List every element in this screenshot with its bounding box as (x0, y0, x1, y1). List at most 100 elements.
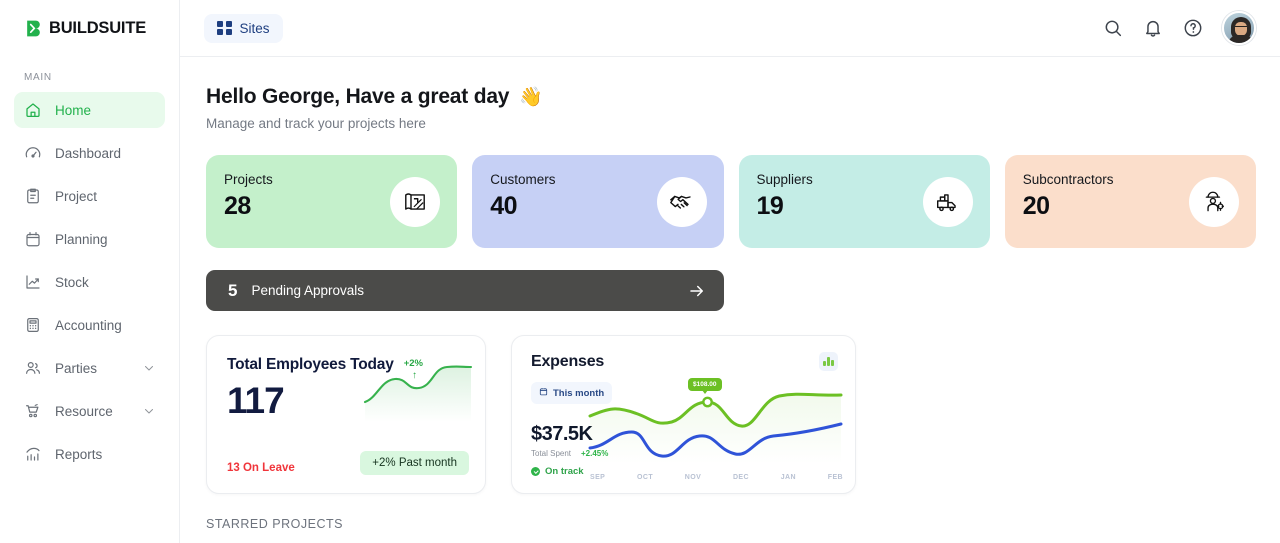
clipboard-icon (24, 187, 42, 205)
lower-cards: Total Employees Today 117 13 On Leave +2… (206, 335, 1256, 494)
arrow-right-icon[interactable] (688, 282, 706, 300)
brand-logo[interactable]: BUILDSUITE (0, 0, 179, 38)
buildsuite-logo-icon (24, 19, 43, 38)
top-actions (1102, 11, 1256, 45)
sidebar-item-label: Dashboard (55, 145, 122, 161)
bell-icon[interactable] (1142, 17, 1164, 39)
this-month-label: This month (553, 387, 605, 399)
users-icon (24, 359, 42, 377)
main-panel: Hello George, Have a great day 👋 Manage … (180, 57, 1280, 543)
chart-x-axis: SEP OCT NOV DEC JAN FEB (590, 474, 843, 481)
home-icon (24, 101, 42, 119)
calendar-icon (539, 387, 548, 399)
total-employees-card: Total Employees Today 117 13 On Leave +2… (206, 335, 486, 494)
x-tick-label: SEP (590, 474, 606, 481)
top-bar: Sites (180, 0, 1280, 57)
blueprint-icon (390, 176, 441, 227)
chevron-down-icon[interactable] (143, 362, 155, 374)
check-circle-icon (531, 467, 540, 476)
x-tick-label: FEB (827, 474, 843, 481)
status-label: On track (545, 466, 584, 477)
status-badge: On track (531, 466, 584, 477)
sidebar: BUILDSUITE MAIN Home Dashboard Proje (0, 0, 180, 543)
sites-label: Sites (239, 20, 270, 36)
stat-value: 20 (1022, 192, 1050, 220)
calendar-icon (24, 230, 42, 248)
stat-card-customers[interactable]: Customers 40 (472, 155, 724, 248)
bar-chart-icon (24, 445, 42, 463)
sidebar-item-project[interactable]: Project (14, 178, 165, 214)
gauge-icon (24, 144, 42, 162)
sidebar-item-label: Home (55, 102, 92, 118)
employees-delta-label: +2% (403, 358, 423, 369)
expenses-card: Expenses This month $37.5K Total Spent +… (511, 335, 856, 494)
pending-count: 5 (228, 280, 238, 300)
stat-label: Subcontractors (1022, 172, 1114, 187)
worker-icon (1189, 176, 1239, 227)
cart-icon (24, 402, 42, 420)
employees-on-leave: 13 On Leave (227, 462, 295, 474)
stat-card-projects[interactable]: Projects 28 (206, 155, 458, 248)
expenses-total: $37.5K (531, 423, 593, 445)
stat-label: Suppliers (756, 172, 813, 187)
bar-chart-icon[interactable] (819, 352, 838, 371)
chart-tooltip: $108.00 (688, 378, 722, 394)
starred-projects-heading: STARRED PROJECTS (206, 517, 343, 531)
employees-past-month-badge: +2% Past month (360, 451, 469, 475)
avatar[interactable] (1222, 11, 1256, 45)
stat-value: 19 (756, 192, 784, 220)
greeting-text: Hello George, Have a great day (206, 85, 510, 108)
content-area: Sites Hello George, Have a great da (180, 0, 1280, 543)
wave-icon: 👋 (519, 87, 543, 108)
expenses-total-caption: Total Spent (531, 449, 572, 458)
employees-count: 117 (227, 379, 285, 421)
chevron-down-icon[interactable] (143, 405, 155, 417)
sidebar-item-home[interactable]: Home (14, 92, 165, 128)
brand-name: BUILDSUITE (49, 19, 147, 37)
handshake-icon (656, 176, 707, 227)
sidebar-item-label: Stock (55, 274, 89, 290)
x-tick-label: NOV (684, 474, 702, 481)
x-tick-label: OCT (637, 474, 653, 481)
sidebar-item-label: Parties (55, 360, 98, 376)
expenses-title: Expenses (531, 353, 605, 370)
stat-cards: Projects 28 Customers 40 Suppliers 19 (206, 155, 1256, 248)
x-tick-label: DEC (732, 474, 749, 481)
arrow-up-icon: ↑ (412, 370, 417, 381)
this-month-filter[interactable]: This month (531, 382, 613, 404)
calculator-icon (24, 316, 42, 334)
sidebar-item-parties[interactable]: Parties (14, 350, 165, 386)
page-title: Hello George, Have a great day 👋 (206, 85, 1256, 109)
stat-value: 40 (490, 192, 518, 220)
x-tick-label: JAN (780, 474, 796, 481)
stat-label: Projects (224, 172, 273, 187)
expenses-chart-svg (588, 392, 843, 464)
stat-card-subcontractors[interactable]: Subcontractors 20 (1004, 155, 1256, 248)
help-circle-icon[interactable] (1182, 17, 1204, 39)
sidebar-item-stock[interactable]: Stock (14, 264, 165, 300)
sidebar-item-dashboard[interactable]: Dashboard (14, 135, 165, 171)
sidebar-item-reports[interactable]: Reports (14, 436, 165, 472)
sidebar-item-label: Project (55, 188, 98, 204)
sidebar-item-planning[interactable]: Planning (14, 221, 165, 257)
employees-title: Total Employees Today (227, 356, 394, 373)
sidebar-item-label: Reports (55, 446, 103, 462)
stat-label: Customers (490, 172, 556, 187)
sidebar-item-label: Planning (55, 231, 108, 247)
delivery-truck-icon (922, 176, 973, 227)
sidebar-section-label: MAIN (24, 72, 52, 83)
stat-card-suppliers[interactable]: Suppliers 19 (738, 155, 990, 248)
page-subtitle: Manage and track your projects here (206, 116, 426, 131)
sidebar-item-accounting[interactable]: Accounting (14, 307, 165, 343)
sidebar-nav: Home Dashboard Project Planning (0, 92, 179, 472)
sidebar-item-label: Accounting (55, 317, 122, 333)
trending-up-icon (24, 273, 42, 291)
pending-approvals-banner[interactable]: 5 Pending Approvals (206, 270, 724, 311)
sidebar-item-label: Resource (55, 403, 113, 419)
sites-button[interactable]: Sites (204, 13, 283, 43)
sidebar-item-resource[interactable]: Resource (14, 393, 165, 429)
employees-sparkline (363, 365, 473, 422)
search-icon[interactable] (1102, 17, 1124, 39)
expenses-chart: $108.00 (586, 376, 845, 466)
